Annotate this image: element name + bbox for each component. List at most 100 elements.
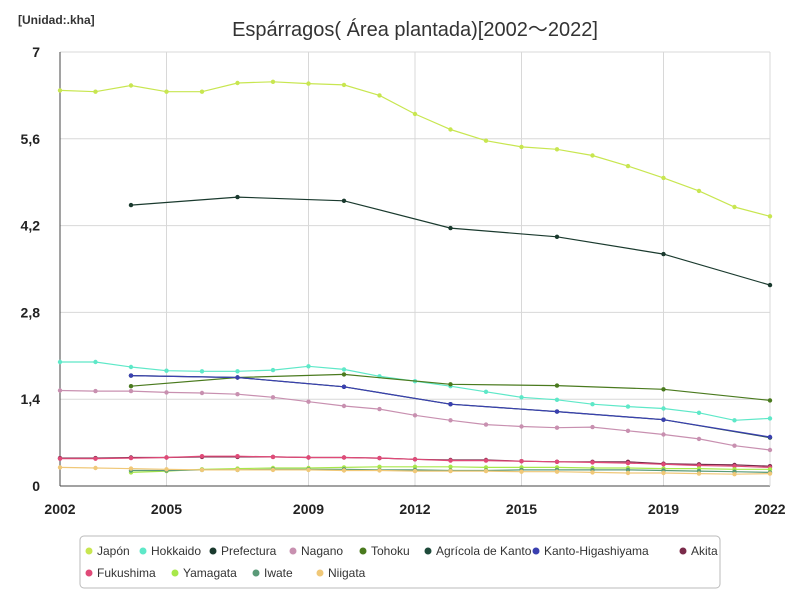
series-nagano [57, 388, 773, 453]
x-tick-label: 2022 [754, 501, 785, 517]
data-point-hokkaido [767, 416, 773, 421]
legend-label-fukushima: Fukushima [97, 566, 156, 580]
data-point-hokkaido [199, 369, 205, 374]
x-tick-label: 2012 [399, 501, 430, 517]
legend-label-hokkaido: Hokkaido [151, 544, 201, 558]
data-point-nagano [696, 436, 702, 442]
data-point-niigata [554, 469, 560, 474]
legend-item-yamagata: Yamagata [171, 566, 237, 580]
data-point-hokkaido [696, 410, 702, 415]
data-point-japon [483, 138, 489, 143]
series-prefectura [128, 194, 773, 288]
data-point-hokkaido [625, 404, 631, 409]
legend-label-prefectura: Prefectura [221, 544, 277, 558]
data-point-niigata [128, 466, 134, 471]
data-point-nagano [93, 388, 98, 394]
data-point-niigata [696, 471, 702, 476]
x-tick-label: 2015 [506, 501, 537, 517]
data-point-tohoku [767, 398, 773, 403]
series-layer [57, 79, 773, 477]
data-point-nagano [235, 392, 240, 397]
data-point-prefectura [554, 234, 560, 239]
data-point-japon [696, 188, 702, 194]
data-point-tohoku [341, 372, 347, 377]
legend-marker-iwate [252, 569, 260, 577]
data-point-kanto-higashiyama [554, 409, 560, 414]
legend-marker-akita [679, 547, 687, 555]
data-point-nagano [590, 424, 595, 430]
data-point-japon [519, 144, 524, 150]
legend-item-japon: Japón [85, 544, 130, 558]
data-point-japon [341, 82, 347, 88]
data-point-hokkaido [93, 359, 98, 365]
legend-marker-prefectura [209, 547, 217, 555]
data-point-niigata [270, 467, 276, 473]
data-point-hokkaido [519, 395, 524, 400]
data-point-hokkaido [128, 364, 134, 370]
data-point-nagano [128, 388, 134, 394]
data-point-nagano [377, 406, 382, 412]
data-point-nagano [164, 390, 169, 395]
data-point-nagano [412, 413, 418, 418]
legend-item-kanto-higashiyama: Kanto-Higashiyama [532, 544, 649, 558]
legend-item-tohoku: Tohoku [359, 544, 410, 558]
data-point-niigata [93, 465, 98, 471]
data-point-fukushima [519, 459, 524, 464]
data-point-kanto-higashiyama [341, 384, 347, 389]
legend-marker-nagano [289, 547, 297, 555]
legend-item-niigata: Niigata [316, 566, 366, 580]
data-point-tohoku [554, 383, 560, 388]
legend-label-japon: Japón [97, 544, 130, 558]
data-point-hokkaido [483, 389, 489, 394]
data-point-hokkaido [235, 369, 240, 374]
data-point-japon [57, 88, 63, 93]
data-point-fukushima [306, 455, 311, 460]
data-point-nagano [625, 428, 631, 433]
legend-label-niigata: Niigata [328, 566, 366, 580]
data-point-tohoku [448, 382, 453, 387]
legend-marker-niigata [316, 569, 324, 577]
data-point-hokkaido [554, 397, 560, 402]
legend-marker-yamagata [171, 569, 179, 577]
data-point-japon [377, 93, 382, 98]
chart-title: Espárragos( Área plantada)[2002～2022] [232, 18, 598, 41]
data-point-japon [767, 214, 773, 219]
data-point-japon [732, 204, 737, 210]
data-point-niigata [767, 471, 773, 476]
y-tick-label: 7 [32, 44, 40, 60]
legend-label-tohoku: Tohoku [371, 544, 410, 558]
series-kanto-higashiyama [128, 373, 773, 440]
data-point-hokkaido [306, 364, 311, 369]
data-point-fukushima [377, 455, 382, 461]
data-point-nagano [448, 418, 453, 423]
data-point-prefectura [448, 225, 453, 231]
data-point-prefectura [341, 198, 347, 203]
data-point-yamagata [377, 464, 382, 469]
data-point-japon [306, 81, 311, 86]
data-point-hokkaido [341, 367, 347, 372]
data-point-niigata [341, 468, 347, 473]
data-point-niigata [625, 470, 631, 476]
legend-label-yamagata: Yamagata [183, 566, 237, 580]
data-point-fukushima [164, 455, 169, 460]
legend-label-nagano: Nagano [301, 544, 343, 558]
data-point-tohoku [661, 387, 666, 392]
y-tick-label: 0 [32, 478, 40, 494]
data-point-niigata [519, 469, 524, 474]
series-line-prefectura [130, 196, 771, 286]
data-point-niigata [235, 467, 240, 473]
data-point-fukushima [199, 454, 205, 459]
legend-marker-hokkaido [139, 547, 147, 555]
legend-marker-kanto-higashiyama [532, 547, 540, 555]
x-tick-label: 2002 [44, 501, 75, 517]
data-point-japon [235, 80, 240, 86]
data-point-hokkaido [732, 418, 737, 423]
data-point-fukushima [661, 462, 666, 467]
series-niigata [57, 465, 773, 477]
data-point-prefectura [661, 251, 666, 257]
data-point-hokkaido [590, 402, 595, 407]
series-fukushima [57, 454, 773, 470]
data-point-fukushima [483, 458, 489, 463]
data-point-fukushima [341, 455, 347, 460]
data-point-fukushima [57, 456, 63, 461]
